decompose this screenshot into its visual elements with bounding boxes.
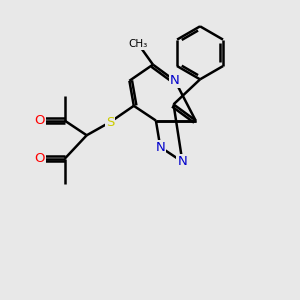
Text: N: N xyxy=(178,155,187,168)
Text: O: O xyxy=(34,152,45,165)
Text: O: O xyxy=(34,114,45,127)
Text: CH₃: CH₃ xyxy=(129,39,148,49)
Text: S: S xyxy=(106,116,114,128)
Text: N: N xyxy=(155,141,165,154)
Text: N: N xyxy=(170,74,180,87)
